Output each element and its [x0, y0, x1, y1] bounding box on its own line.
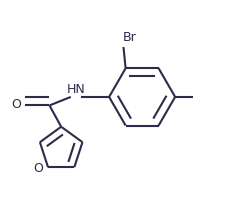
Text: O: O: [11, 98, 21, 111]
Text: O: O: [33, 162, 43, 175]
Text: HN: HN: [67, 83, 85, 96]
Text: Br: Br: [122, 31, 136, 44]
